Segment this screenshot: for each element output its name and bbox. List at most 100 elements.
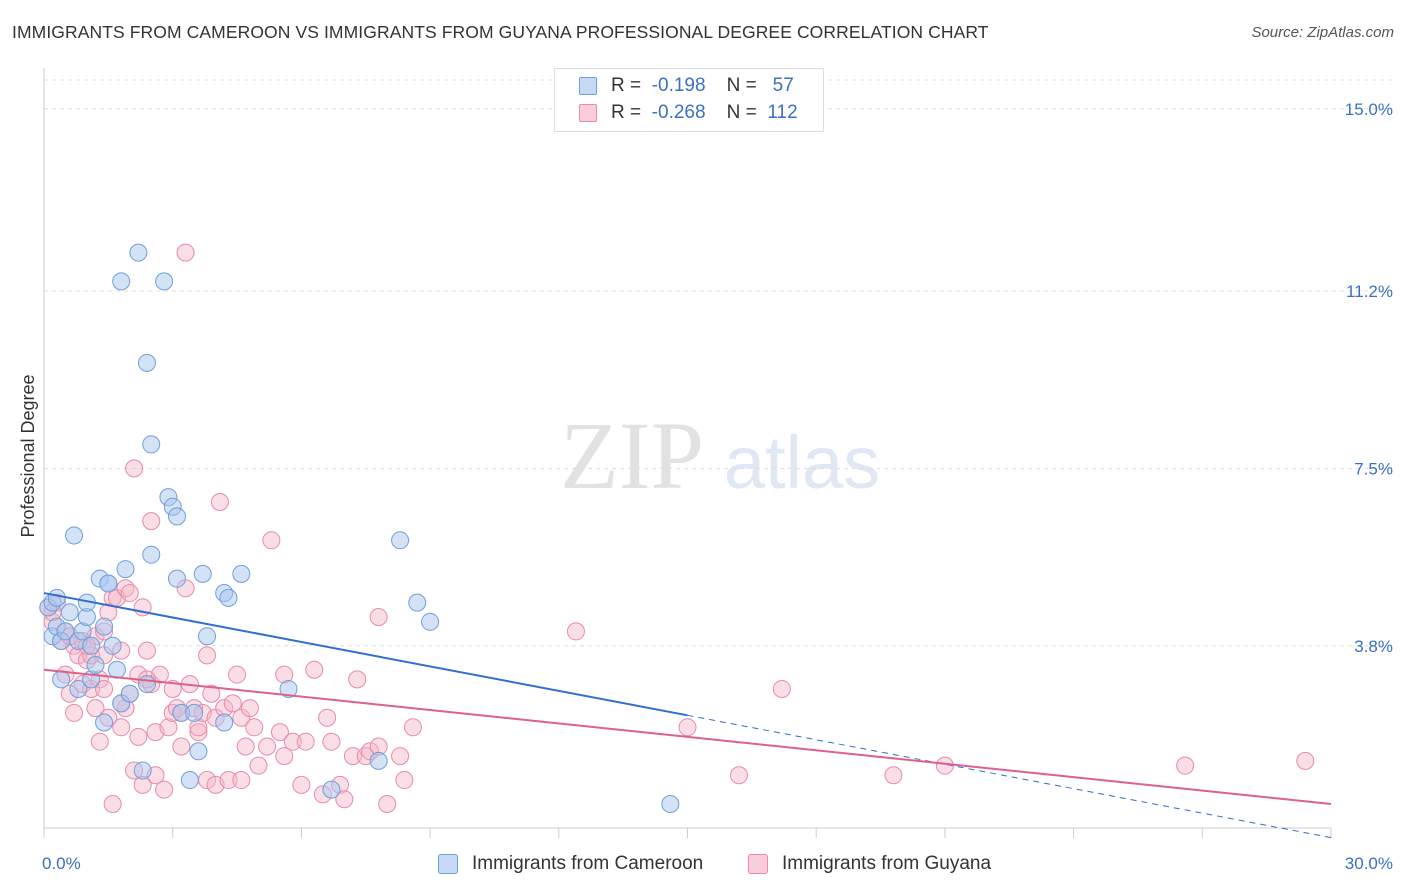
legend-r-label: R =	[611, 75, 642, 96]
point-guyana	[258, 737, 277, 756]
point-cameroon	[189, 742, 208, 761]
point-cameroon	[215, 713, 234, 732]
point-cameroon	[167, 569, 186, 588]
legend-n-value: 57	[772, 75, 794, 96]
point-guyana	[125, 459, 144, 478]
point-guyana	[176, 243, 195, 262]
legend-swatch-guyana	[579, 104, 597, 122]
legend-row-guyana: R = -0.268 N = 112	[579, 101, 798, 125]
point-cameroon	[137, 675, 156, 694]
point-cameroon	[60, 603, 79, 622]
point-cameroon	[133, 761, 152, 780]
point-cameroon	[408, 593, 427, 612]
point-cameroon	[155, 272, 174, 291]
point-guyana	[1296, 751, 1315, 770]
legend-r-label: R =	[611, 102, 642, 123]
point-guyana	[86, 699, 105, 718]
point-guyana	[1176, 756, 1195, 775]
bottom-legend-swatch-cameroon	[438, 854, 458, 874]
bottom-legend-cameroon: Immigrants from Cameroon	[438, 852, 703, 876]
point-cameroon	[95, 713, 114, 732]
bottom-legend-label-guyana: Immigrants from Guyana	[782, 853, 992, 874]
point-cameroon	[219, 588, 238, 607]
point-cameroon	[129, 243, 148, 262]
point-cameroon	[369, 751, 388, 770]
point-cameroon	[116, 560, 135, 579]
regression-extension-cameroon	[687, 714, 1332, 839]
point-guyana	[378, 795, 397, 814]
point-guyana	[678, 718, 697, 737]
point-cameroon	[661, 795, 680, 814]
point-guyana	[772, 679, 791, 698]
point-guyana	[318, 708, 337, 727]
point-cameroon	[95, 617, 114, 636]
point-guyana	[322, 732, 341, 751]
point-guyana	[189, 723, 208, 742]
point-cameroon	[69, 679, 88, 698]
point-guyana	[240, 699, 259, 718]
y-tick-label: 15.0%	[1345, 100, 1393, 119]
legend-n-label: N =	[726, 102, 757, 123]
point-cameroon	[142, 435, 161, 454]
watermark: ZIP atlas	[560, 402, 880, 509]
point-cameroon	[185, 703, 204, 722]
point-guyana	[103, 795, 122, 814]
point-cameroon	[107, 660, 126, 679]
point-guyana	[95, 679, 114, 698]
point-guyana	[210, 492, 229, 511]
point-cameroon	[99, 574, 118, 593]
point-guyana	[142, 512, 161, 531]
gridlines	[44, 79, 1392, 647]
point-guyana	[137, 641, 156, 660]
bottom-legend-swatch-guyana	[748, 854, 768, 874]
point-guyana	[395, 771, 414, 790]
point-cameroon	[279, 679, 298, 698]
point-cameroon	[391, 531, 410, 550]
point-cameroon	[232, 564, 251, 583]
chart-title: IMMIGRANTS FROM CAMEROON VS IMMIGRANTS F…	[12, 22, 989, 42]
point-cameroon	[120, 684, 139, 703]
point-cameroon	[86, 655, 105, 674]
stats-legend: R = -0.198 N = 57 R = -0.268 N = 112	[554, 68, 824, 132]
point-guyana	[65, 703, 84, 722]
watermark-zip: ZIP	[560, 402, 704, 509]
point-cameroon	[65, 526, 84, 545]
x-tick-label: 30.0%	[1345, 854, 1393, 873]
regression-line-cameroon	[43, 592, 688, 717]
point-cameroon	[137, 353, 156, 372]
point-guyana	[343, 747, 362, 766]
point-guyana	[219, 771, 238, 790]
point-guyana	[566, 622, 585, 641]
point-guyana	[935, 756, 954, 775]
legend-r-value: -0.198	[651, 75, 706, 96]
point-guyana	[270, 723, 289, 742]
point-guyana	[292, 775, 311, 794]
y-tick-label: 7.5%	[1354, 459, 1393, 478]
point-guyana	[369, 608, 388, 627]
point-guyana	[223, 694, 242, 713]
point-guyana	[283, 732, 302, 751]
x-tick-label: 0.0%	[42, 854, 81, 873]
y-tick-label: 11.2%	[1346, 282, 1393, 301]
point-guyana	[348, 670, 367, 689]
tick-labels: 3.8% 7.5% 11.2% 15.0% 0.0% 30.0%	[42, 100, 1393, 873]
point-guyana	[120, 584, 139, 603]
point-guyana	[232, 771, 251, 790]
legend-row-cameroon: R = -0.198 N = 57	[579, 74, 794, 98]
point-cameroon	[193, 564, 212, 583]
axes	[43, 68, 1332, 838]
point-cameroon	[322, 780, 341, 799]
point-cameroon	[142, 545, 161, 564]
point-cameroon	[112, 272, 131, 291]
point-guyana	[228, 665, 247, 684]
legend-n-label: N =	[726, 75, 757, 96]
point-cameroon	[103, 636, 122, 655]
point-guyana	[262, 531, 281, 550]
point-cameroon	[180, 771, 199, 790]
point-guyana	[729, 766, 748, 785]
point-guyana	[159, 718, 178, 737]
watermark-atlas: atlas	[724, 421, 880, 504]
point-guyana	[305, 660, 324, 679]
point-guyana	[172, 737, 191, 756]
